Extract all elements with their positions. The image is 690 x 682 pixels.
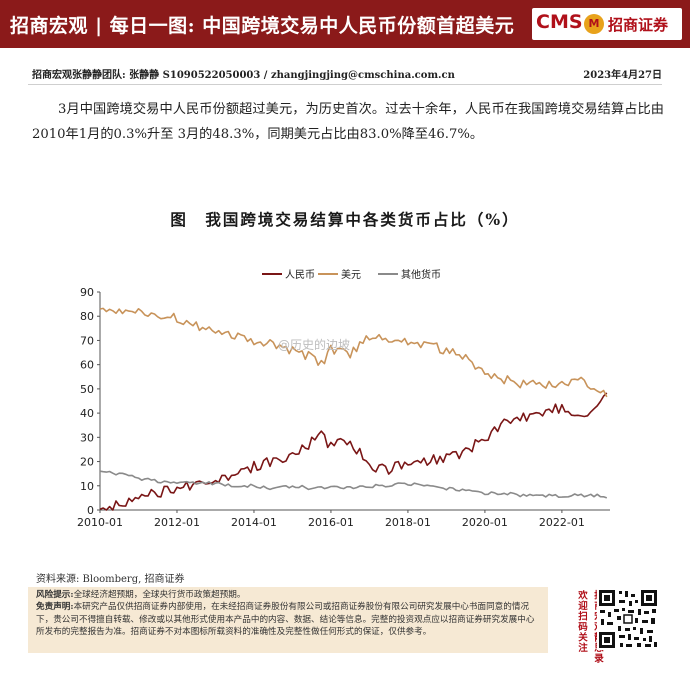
y-tick-label: 40 [80, 407, 94, 420]
y-tick-label: 60 [80, 359, 94, 372]
y-tick-label: 70 [80, 334, 94, 347]
qr-code-icon[interactable] [597, 588, 659, 650]
y-tick-label: 50 [80, 383, 94, 396]
report-title: 招商宏观 | 每日一图: 中国跨境交易中人民币份额首超美元 [10, 15, 515, 37]
follow-text-1: 欢迎扫码关注 [576, 590, 587, 653]
logo-mark-icon: M [584, 14, 604, 34]
x-tick-label: 2014-01 [231, 516, 277, 529]
legend-label-0: 人民币 [285, 269, 315, 281]
report-date: 2023年4月27日 [583, 70, 662, 81]
y-tick-label: 90 [80, 286, 94, 299]
x-tick-label: 2016-01 [308, 516, 354, 529]
summary-paragraph: 3月中国跨境交易中人民币份额超过美元，为历史首次。过去十余年，人民币在我国跨境交… [32, 102, 664, 142]
disclaimer-label: 免责声明: [36, 602, 74, 613]
logo-cms-text: CMS [536, 11, 583, 33]
y-tick-label: 20 [80, 456, 94, 469]
y-tick-label: 10 [80, 480, 94, 493]
x-tick-label: 2010-01 [77, 516, 123, 529]
weibo-watermark: @历史的边坡 [278, 338, 351, 352]
risk-text: 全球经济超预期，全球央行货币政策超预期。 [73, 590, 246, 600]
y-tick-label: 0 [87, 504, 94, 517]
brand-logo: CMS M 招商证券 [532, 8, 682, 40]
divider [28, 84, 662, 85]
data-source: 资料来源: Bloomberg, 招商证券 [36, 574, 185, 585]
x-tick-label: 2012-01 [154, 516, 200, 529]
legend-label-1: 美元 [341, 268, 361, 281]
logo-name-text: 招商证券 [608, 16, 669, 34]
disclaimer-body: 本研究产品仅供招商证券内部使用，在未经招商证券股份有限公司或招商证券股份有限公司… [36, 602, 535, 638]
x-tick-label: 2018-01 [385, 516, 431, 529]
series-line-2 [99, 470, 608, 499]
risk-label: 风险提示: [36, 590, 74, 600]
y-tick-label: 80 [80, 310, 94, 323]
series-line-1 [99, 307, 608, 398]
line-chart: 0 10 20 30 40 50 60 70 80 90 2010-01 2012-01 2014-01… [77, 268, 610, 529]
chart-title: 图 我国跨境交易结算中各类货币占比（%） [170, 210, 520, 229]
author-team: 招商宏观张静静团队: 张静静 S1090522050003 / zhangjin… [32, 70, 455, 81]
x-tick-label: 2020-01 [462, 516, 508, 529]
disclaimer-text: 风险提示:全球经济超预期，全球央行货币政策超预期。 免责声明:本研究产品仅供招商… [36, 589, 542, 639]
legend-label-2: 其他货币 [401, 268, 441, 281]
y-tick-label: 30 [80, 431, 94, 444]
author-line: 招商宏观张静静团队: 张静静 S1090522050003 / zhangjin… [32, 66, 662, 81]
report-header: 招商宏观 | 每日一图: 中国跨境交易中人民币份额首超美元 CMS M 招商证券 [0, 0, 690, 48]
x-tick-label: 2022-01 [539, 516, 585, 529]
series-line-0 [99, 392, 608, 511]
disclaimer-box [28, 587, 548, 653]
